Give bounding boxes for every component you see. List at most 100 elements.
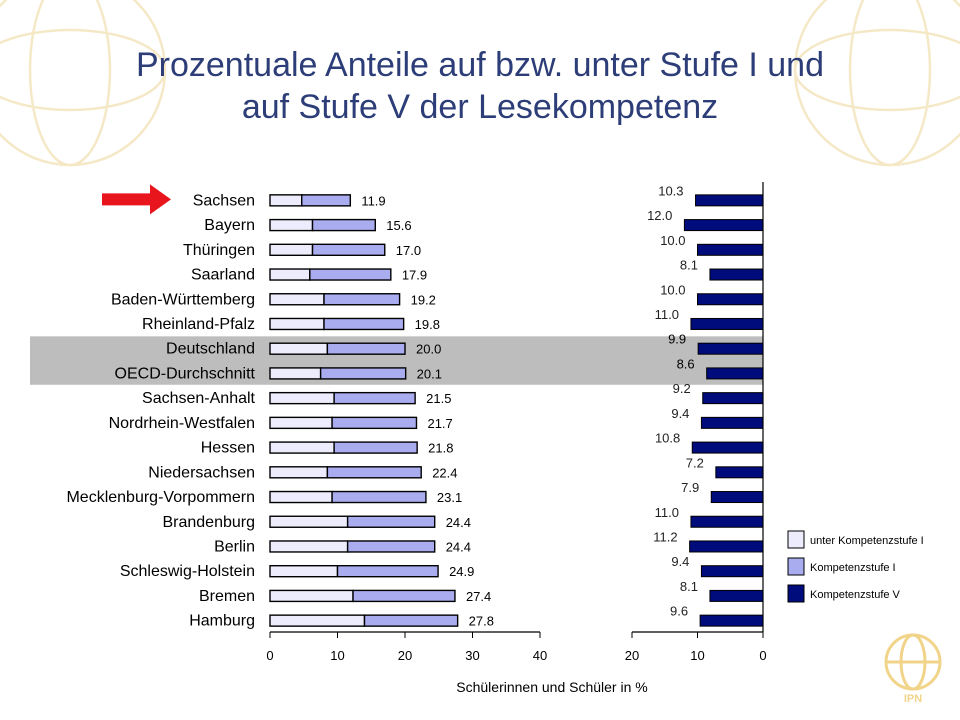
- bar-level1-baden-w-rttemberg: [323, 293, 401, 306]
- legend-swatch-unter-kompetenzstufe-i: [787, 530, 805, 549]
- legend-label-kompetenzstufe-i: Kompetenzstufe I: [810, 562, 896, 574]
- data-label-left-deutschland: 20.0: [416, 342, 441, 357]
- data-label-right-hamburg: 9.6: [670, 604, 688, 619]
- bar-level5-mecklenburg-vorpommern: [710, 491, 764, 504]
- bar-below-level1-saarland: [269, 268, 311, 281]
- data-label-right-nordrhein-westfalen: 9.4: [671, 406, 689, 421]
- legend-label-kompetenzstufe-v: Kompetenzstufe V: [810, 589, 901, 601]
- data-label-left-niedersachsen: 22.4: [432, 465, 457, 480]
- bar-level1-th-ringen: [311, 243, 386, 257]
- bar-level1-niedersachsen: [326, 466, 422, 479]
- bar-below-level1-bremen: [269, 589, 354, 603]
- data-label-right-berlin: 11.2: [653, 529, 677, 544]
- data-label-left-baden-w-rttemberg: 19.2: [411, 292, 436, 307]
- right-tick-label-0: 0: [759, 648, 766, 663]
- bar-below-level1-mecklenburg-vorpommern: [269, 490, 333, 504]
- category-label-mecklenburg-vorpommern: Mecklenburg-Vorpommern: [66, 489, 255, 506]
- bar-below-level1-hamburg: [269, 614, 366, 627]
- category-label-bayern: Bayern: [204, 217, 255, 234]
- bar-level5-deutschland: [697, 342, 764, 355]
- data-label-left-bayern: 15.6: [386, 218, 411, 233]
- category-label-deutschland: Deutschland: [166, 341, 255, 358]
- bar-below-level1-sachsen-anhalt: [269, 391, 335, 405]
- data-label-right-saarland: 8.1: [680, 258, 698, 273]
- bar-level1-hamburg: [363, 614, 459, 627]
- bar-below-level1-bayern: [269, 218, 314, 232]
- legend-label-unter-kompetenzstufe-i: unter Kompetenzstufe I: [810, 535, 924, 547]
- bar-level1-bremen: [352, 589, 456, 603]
- bar-level5-sachsen: [695, 194, 764, 207]
- data-label-right-mecklenburg-vorpommern: 7.9: [681, 480, 699, 495]
- bar-below-level1-berlin: [269, 540, 349, 553]
- left-tick-label-20: 20: [398, 648, 412, 663]
- right-tick-label-10: 10: [690, 648, 704, 663]
- bar-below-level1-sachsen: [269, 194, 303, 207]
- marker-arrow: [102, 184, 171, 215]
- data-label-right-th-ringen: 10.0: [660, 233, 685, 248]
- category-label-th-ringen: Thüringen: [183, 242, 255, 259]
- legend-swatch-kompetenzstufe-i: [787, 557, 805, 576]
- bar-level1-hessen: [333, 441, 418, 454]
- bar-below-level1-rheinland-pfalz: [269, 317, 325, 331]
- data-label-right-niedersachsen: 7.2: [686, 455, 704, 470]
- bar-below-level1-niedersachsen: [269, 466, 329, 479]
- bar-level5-sachsen-anhalt: [702, 392, 764, 405]
- data-label-right-oecd-durchschnitt: 8.6: [677, 356, 695, 371]
- data-label-right-deutschland: 9.9: [668, 332, 686, 347]
- data-label-left-sachsen: 11.9: [361, 193, 385, 208]
- bar-level5-baden-w-rttemberg: [697, 293, 764, 306]
- data-label-right-sachsen: 10.3: [658, 183, 683, 198]
- data-label-right-baden-w-rttemberg: 10.0: [660, 282, 685, 297]
- data-label-left-schleswig-holstein: 24.9: [449, 564, 474, 579]
- category-label-baden-w-rttemberg: Baden-Württemberg: [111, 291, 255, 308]
- bar-level5-bayern: [683, 219, 764, 232]
- bar-level5-saarland: [709, 268, 764, 281]
- bar-below-level1-hessen: [269, 441, 335, 454]
- data-label-left-oecd-durchschnitt: 20.1: [417, 366, 442, 381]
- category-label-sachsen-anhalt: Sachsen-Anhalt: [142, 390, 256, 407]
- ipn-logo: IPN: [884, 633, 942, 705]
- data-label-left-saarland: 17.9: [402, 268, 427, 283]
- category-label-brandenburg: Brandenburg: [162, 514, 255, 531]
- bar-below-level1-nordrhein-westfalen: [269, 416, 333, 430]
- bar-level1-rheinland-pfalz: [323, 317, 405, 331]
- left-tick-label-30: 30: [465, 648, 479, 663]
- bar-level1-berlin: [346, 540, 436, 553]
- bar-level5-oecd-durchschnitt: [706, 367, 764, 380]
- data-label-right-hessen: 10.8: [655, 431, 680, 446]
- slide-title: Prozentuale Anteile auf bzw. unter Stufe…: [60, 44, 900, 128]
- bar-level5-schleswig-holstein: [700, 565, 764, 578]
- data-label-left-nordrhein-westfalen: 21.7: [427, 416, 452, 431]
- category-label-niedersachsen: Niedersachsen: [148, 464, 255, 481]
- data-label-right-bayern: 12.0: [647, 208, 672, 223]
- data-label-left-bremen: 27.4: [466, 589, 491, 604]
- right-tick-label-20: 20: [625, 648, 639, 663]
- category-label-berlin: Berlin: [214, 538, 255, 555]
- data-label-left-rheinland-pfalz: 19.8: [415, 317, 440, 332]
- category-label-hamburg: Hamburg: [189, 613, 255, 630]
- bar-level1-sachsen: [301, 194, 352, 207]
- data-label-left-mecklenburg-vorpommern: 23.1: [437, 490, 462, 505]
- bar-level5-niedersachsen: [715, 466, 764, 479]
- bar-level5-hamburg: [699, 614, 764, 627]
- legend-swatch-kompetenzstufe-v: [787, 584, 805, 603]
- data-label-right-bremen: 8.1: [680, 579, 698, 594]
- bar-level5-nordrhein-westfalen: [700, 416, 764, 429]
- data-label-left-berlin: 24.4: [446, 539, 471, 554]
- data-label-left-hamburg: 27.8: [469, 614, 494, 629]
- bar-level1-oecd-durchschnitt: [319, 367, 407, 380]
- left-tick-label-10: 10: [330, 648, 344, 663]
- category-label-bremen: Bremen: [199, 588, 255, 605]
- bar-level1-brandenburg: [346, 515, 436, 528]
- data-label-left-th-ringen: 17.0: [396, 243, 421, 258]
- data-label-right-sachsen-anhalt: 9.2: [673, 381, 691, 396]
- bar-level5-bremen: [709, 589, 764, 602]
- data-label-right-brandenburg: 11.0: [655, 505, 679, 520]
- data-label-right-rheinland-pfalz: 11.0: [655, 307, 679, 322]
- bar-level5-rheinland-pfalz: [690, 317, 764, 330]
- bar-below-level1-oecd-durchschnitt: [269, 367, 322, 380]
- category-label-schleswig-holstein: Schleswig-Holstein: [120, 563, 255, 580]
- data-label-left-brandenburg: 24.4: [446, 515, 471, 530]
